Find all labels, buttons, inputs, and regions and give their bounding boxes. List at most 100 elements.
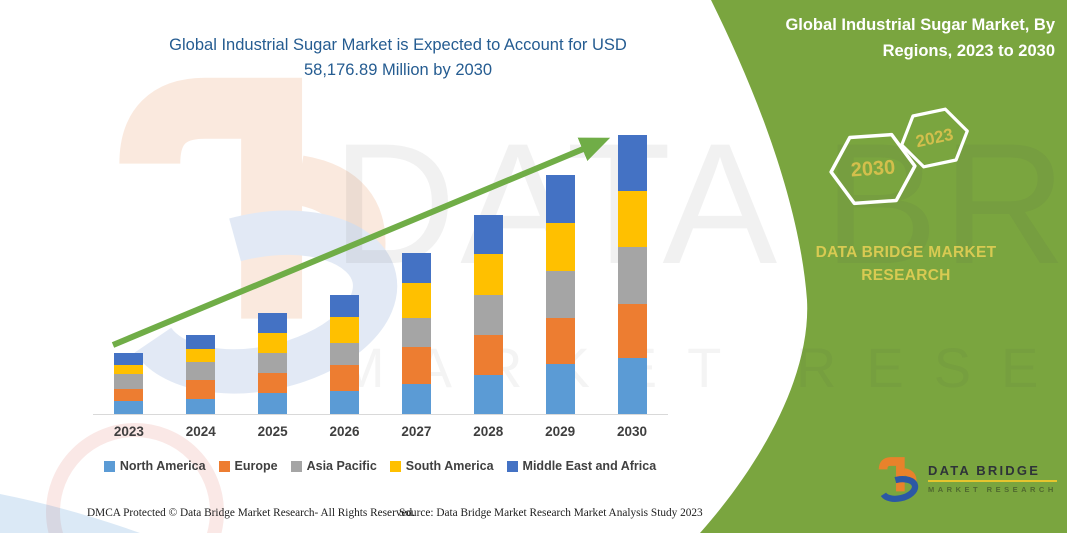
brand-text: DATA BRIDGE MARKET RESEARCH [792, 241, 1020, 288]
x-axis-label: 2029 [545, 424, 576, 439]
x-axis-label: 2030 [616, 424, 648, 439]
panel-heading: Global Industrial Sugar Market, By Regio… [725, 13, 1055, 64]
footer-source: Source: Data Bridge Market Research Mark… [399, 507, 703, 519]
logo-underline [928, 479, 1057, 482]
bar-segment [473, 334, 503, 376]
panel-heading-line2: Regions, 2023 to 2030 [882, 41, 1055, 60]
chart-title-line2: 58,176.89 Million by 2030 [303, 60, 493, 79]
bar-segment [617, 135, 647, 192]
hexagon-2030-label: 2030 [850, 156, 896, 181]
bar-2023 [114, 352, 144, 414]
year-hexagons: 2030 2023 [829, 107, 969, 206]
legend-swatch [389, 460, 401, 472]
bar-segment [330, 294, 360, 317]
watermark-text-row2: MARKET RESEARCH [338, 336, 1067, 399]
legend: North America Europe Asia Pacific South Ame… [80, 459, 680, 473]
bar-segment [186, 380, 216, 399]
bar-segment [401, 383, 431, 414]
bar-segment [258, 333, 288, 354]
brand-line2: RESEARCH [861, 267, 951, 285]
chart-title-line1: Global Industrial Sugar Market is Expect… [169, 36, 627, 54]
legend-item: Middle East and Africa [506, 459, 657, 473]
hexagon-2023 [900, 107, 969, 169]
bar-segment [114, 365, 144, 375]
bar-segment [545, 363, 575, 414]
panel-heading-line1: Global Industrial Sugar Market, By [785, 16, 1055, 34]
bar-segment [114, 388, 144, 401]
x-axis-label: 2027 [401, 424, 432, 439]
x-axis-line [93, 414, 668, 415]
bar-segment [545, 174, 575, 224]
x-axis-label: 2026 [329, 424, 360, 439]
bar-segment [545, 223, 575, 271]
legend-label: Middle East and Africa [522, 459, 657, 473]
logo-subtitle: MARKET RESEARCH [928, 484, 1057, 494]
bar-segment [473, 295, 503, 335]
x-axis-label: 2023 [113, 424, 144, 439]
x-axis-label: 2028 [473, 424, 504, 439]
bar-segment [186, 361, 216, 381]
bar-segment [330, 390, 360, 414]
legend-label: Europe [234, 459, 278, 473]
bar-segment [114, 400, 144, 414]
bar-segment [258, 373, 288, 394]
company-logo: DATA BRIDGE MARKET RESEARCH [876, 454, 1057, 502]
bar-segment [186, 348, 216, 362]
brand-line1: DATA BRIDGE MARKET [815, 244, 997, 261]
bar-segment [330, 316, 360, 344]
bar-segment [114, 374, 144, 389]
bar-segment [473, 375, 503, 414]
bar-segment [617, 246, 647, 304]
legend-item: Europe [218, 459, 278, 473]
bar-segment [401, 318, 431, 347]
x-axis-labels: 2023 2024 2025 2026 2027 2028 2029 2030 [93, 424, 668, 442]
bar-segment [330, 343, 360, 366]
bar-2024 [186, 335, 216, 414]
x-axis-label: 2025 [257, 424, 288, 439]
bar-segment [401, 282, 431, 319]
plot-area [93, 119, 668, 415]
bar-2027 [401, 253, 431, 414]
legend-swatch [506, 460, 518, 472]
bar-segment [401, 346, 431, 384]
bar-2025 [258, 312, 288, 414]
bar-2029 [545, 174, 575, 414]
bar-2026 [330, 294, 360, 414]
logo-icon [878, 457, 919, 502]
bar-2030 [617, 135, 647, 414]
bar-segment [545, 318, 575, 364]
bar-segment [186, 398, 216, 414]
bar-segment [258, 393, 288, 414]
x-axis-label: 2024 [185, 424, 216, 439]
hexagon-2030 [829, 132, 917, 206]
legend-swatch [290, 460, 302, 472]
bar-segment [401, 253, 431, 283]
bar-segment [473, 254, 503, 296]
logo-name: DATA BRIDGE [928, 462, 1041, 478]
bar-segment [545, 270, 575, 319]
bar-segment [330, 365, 360, 391]
legend-item: Asia Pacific [290, 459, 377, 473]
legend-label: Asia Pacific [306, 459, 377, 473]
bar-segment [186, 335, 216, 349]
bar-segment [114, 352, 144, 366]
legend-label: North America [119, 459, 206, 473]
bar-segment [617, 357, 647, 414]
legend-item: North America [103, 459, 206, 473]
bar-segment [258, 312, 288, 334]
bar-2028 [473, 214, 503, 414]
hexagon-2023-label: 2023 [914, 125, 955, 151]
footer-dmca: DMCA Protected © Data Bridge Market Rese… [87, 507, 415, 519]
chart-title: Global Industrial Sugar Market is Expect… [133, 33, 663, 83]
bar-segment [617, 303, 647, 358]
bar-segment [473, 214, 503, 255]
legend-label: South America [405, 459, 494, 473]
legend-item: South America [389, 459, 494, 473]
bar-segment [617, 191, 647, 247]
legend-swatch [103, 460, 115, 472]
legend-swatch [218, 460, 230, 472]
bar-segment [258, 353, 288, 374]
